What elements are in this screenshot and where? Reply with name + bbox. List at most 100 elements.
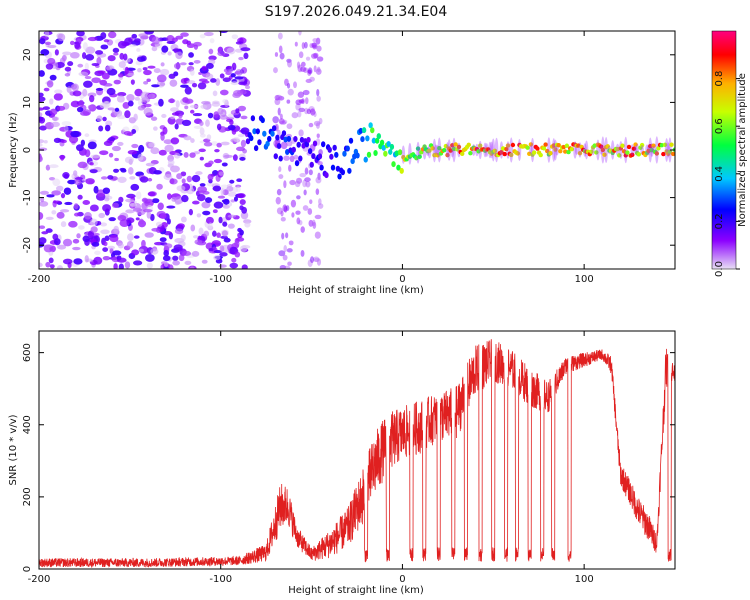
ridge-blob <box>255 128 260 135</box>
ridge-blob <box>476 149 481 154</box>
ridge-blob <box>639 142 645 148</box>
noise-speck <box>278 166 282 173</box>
ridge-blob <box>396 164 401 171</box>
noise-speck <box>274 52 279 57</box>
noise-speck <box>134 88 143 97</box>
noise-speck <box>62 51 72 56</box>
noise-speck <box>222 99 228 104</box>
ridge-blob <box>502 151 507 157</box>
noise-speck <box>307 69 312 74</box>
noise-speck <box>73 212 80 217</box>
noise-speck <box>100 44 109 50</box>
noise-speck <box>169 79 178 87</box>
noise-speck <box>68 135 79 144</box>
noise-speck <box>190 224 196 232</box>
noise-speck <box>186 175 193 183</box>
noise-speck <box>160 68 170 76</box>
noise-speck <box>192 235 199 239</box>
noise-speck <box>245 85 251 90</box>
noise-speck <box>104 235 110 242</box>
noise-speck <box>47 57 56 65</box>
noise-speck <box>117 214 127 222</box>
noise-speck <box>164 144 174 153</box>
noise-speck <box>176 185 186 192</box>
noise-speck <box>56 105 66 111</box>
noise-speck <box>49 264 55 269</box>
noise-speck <box>213 111 220 119</box>
noise-speck <box>113 79 121 85</box>
noise-speck <box>100 229 110 235</box>
noise-speck <box>102 204 112 212</box>
noise-speck <box>211 102 221 107</box>
ridge-halo <box>655 136 659 164</box>
noise-speck <box>127 100 134 107</box>
noise-speck <box>210 78 217 83</box>
ridge-blob <box>468 151 473 156</box>
noise-speck <box>84 149 91 158</box>
noise-speck <box>64 201 73 206</box>
ridge-blob <box>535 146 540 151</box>
noise-speck <box>189 104 199 109</box>
noise-speck <box>49 98 54 105</box>
noise-speck <box>181 250 192 256</box>
noise-speck <box>96 115 103 122</box>
noise-speck <box>67 179 77 185</box>
noise-speck <box>82 88 88 97</box>
noise-speck <box>106 65 113 71</box>
noise-speck <box>298 99 305 104</box>
noise-speck <box>137 67 142 73</box>
noise-speck <box>147 191 156 197</box>
noise-speck <box>103 140 113 147</box>
noise-speck <box>67 61 74 67</box>
noise-speck <box>315 176 322 184</box>
noise-speck <box>89 218 98 226</box>
noise-speck <box>141 239 146 248</box>
noise-speck <box>313 65 317 73</box>
ridge-blob <box>662 142 668 148</box>
noise-speck <box>308 169 313 176</box>
noise-speck <box>41 231 49 235</box>
noise-speck <box>311 219 316 227</box>
noise-speck <box>293 154 299 160</box>
noise-speck <box>218 264 227 268</box>
noise-speck <box>217 50 226 57</box>
noise-speck <box>120 168 127 173</box>
noise-speck <box>235 69 243 76</box>
noise-speck <box>169 178 178 185</box>
noise-speck <box>39 125 47 131</box>
noise-speck <box>39 237 47 245</box>
noise-speck <box>166 218 171 225</box>
noise-speck <box>123 53 128 61</box>
noise-speck <box>300 249 305 257</box>
noise-speck <box>214 148 220 153</box>
noise-speck <box>133 235 140 239</box>
ridge-blob <box>366 151 372 158</box>
noise-speck <box>78 225 85 230</box>
spectrogram-marks <box>39 31 675 269</box>
noise-speck <box>84 255 89 263</box>
noise-speck <box>316 66 321 73</box>
noise-speck <box>280 210 284 217</box>
y-tick-label: -10 <box>22 189 33 205</box>
noise-speck <box>173 244 183 251</box>
noise-speck <box>218 171 224 176</box>
noise-speck <box>227 191 237 197</box>
ridge-blob <box>252 128 257 135</box>
noise-speck <box>233 196 239 202</box>
noise-speck <box>163 139 173 145</box>
noise-speck <box>153 68 161 74</box>
noise-speck <box>109 234 119 243</box>
noise-speck <box>213 158 222 164</box>
ridge-halo <box>494 137 499 163</box>
ridge-blob <box>594 150 599 155</box>
noise-speck <box>125 198 135 203</box>
ridge-blob <box>250 115 256 122</box>
noise-speck <box>175 100 180 108</box>
noise-speck <box>199 34 206 39</box>
noise-speck <box>167 159 175 166</box>
ridge-blob <box>245 138 251 145</box>
noise-speck <box>39 225 46 230</box>
noise-speck <box>188 62 194 66</box>
noise-speck <box>77 63 84 68</box>
noise-speck <box>117 141 124 146</box>
